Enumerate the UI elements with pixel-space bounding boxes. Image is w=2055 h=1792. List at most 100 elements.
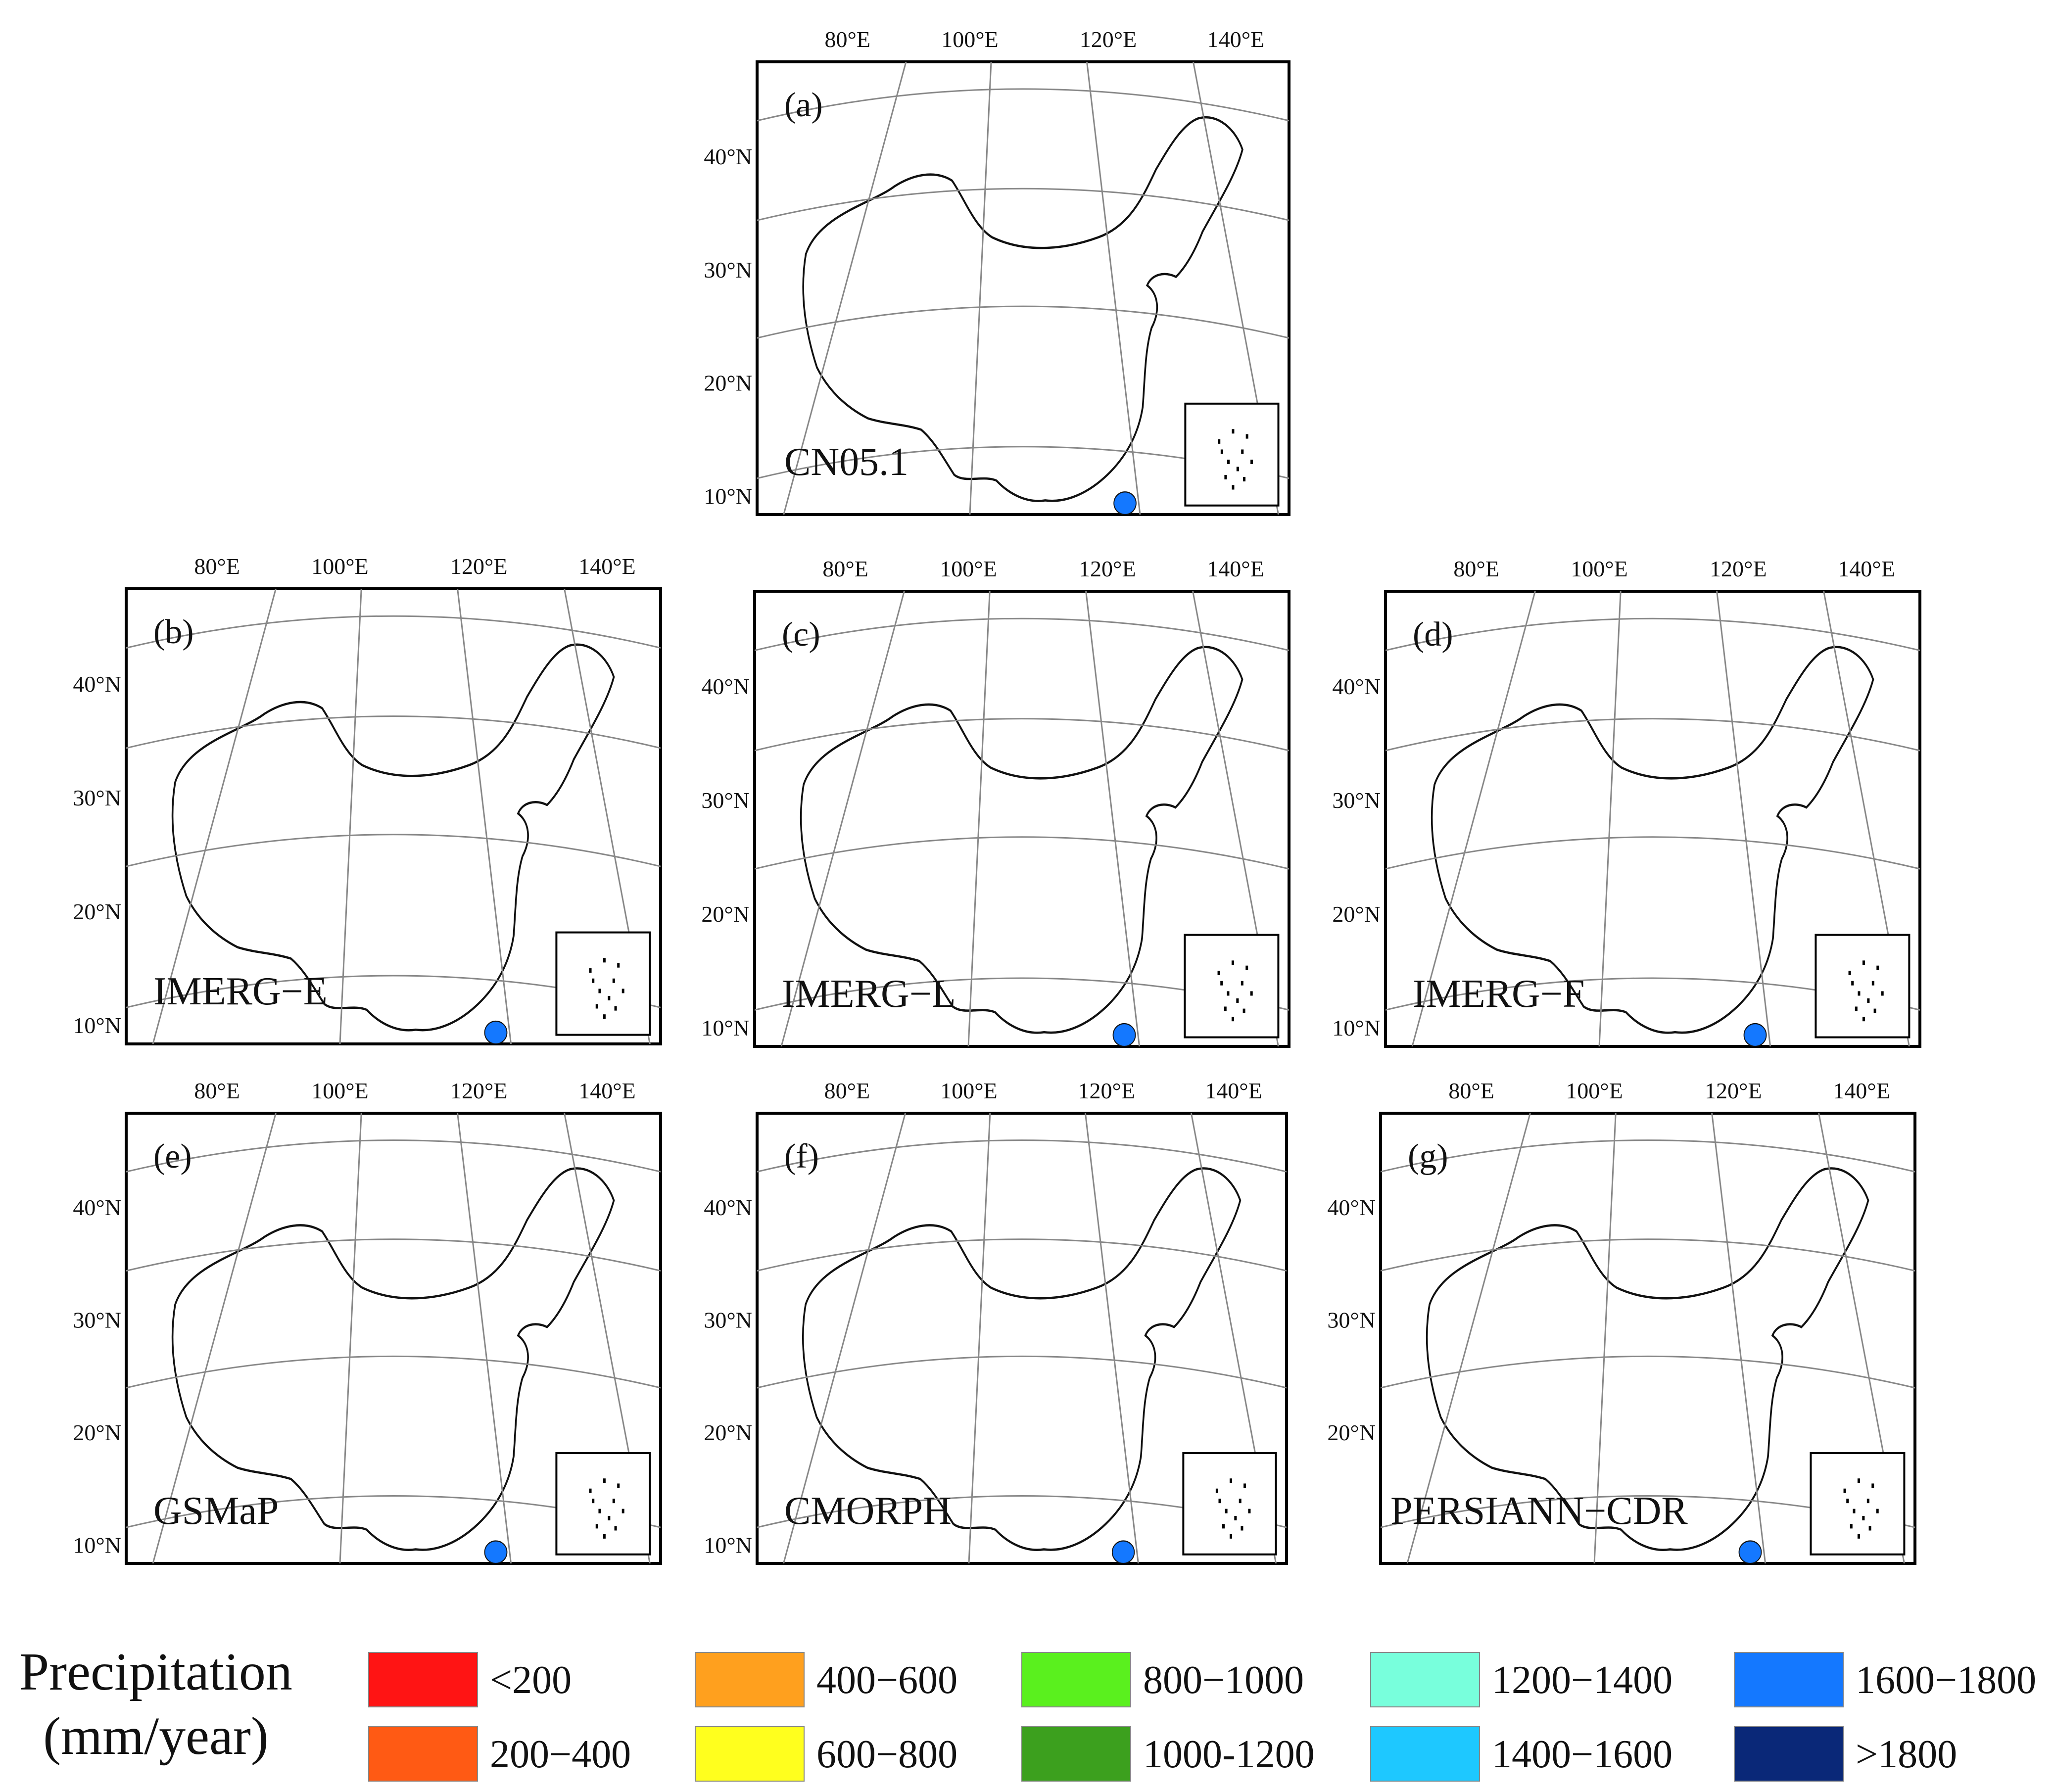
lon-label: 120°E xyxy=(1079,556,1136,581)
panel-label: (a) xyxy=(784,86,823,124)
lat-label: 10°N xyxy=(73,1013,121,1038)
legend-item: 600−800 xyxy=(695,1726,957,1782)
hainan-island xyxy=(484,1020,508,1044)
legend-item: 800−1000 xyxy=(1021,1652,1304,1707)
dataset-label: IMERG−L xyxy=(782,972,956,1016)
lon-label: 120°E xyxy=(1705,1078,1762,1103)
south-china-sea-inset xyxy=(1810,1452,1906,1556)
longitude-labels: 80°E 100°E 120°E 140°E xyxy=(194,554,635,579)
legend-label: 1400−1600 xyxy=(1492,1733,1673,1776)
lon-label: 140°E xyxy=(578,554,636,579)
hainan-island xyxy=(1113,491,1137,515)
legend-label: 1200−1400 xyxy=(1492,1658,1673,1702)
lon-label: 120°E xyxy=(1080,27,1137,52)
panel-f: 80°E 100°E 120°E 140°E 40°N 30°N 20°N 10°N (f) CM… xyxy=(704,1078,1288,1565)
lon-label: 80°E xyxy=(194,1078,240,1103)
hainan-island xyxy=(1738,1540,1762,1563)
lat-label: 20°N xyxy=(704,1420,752,1445)
lon-label: 80°E xyxy=(822,556,868,581)
panel-a: 80°E 100°E 120°E 140°E 40°N 30°N 20°N 10°N (a) CN… xyxy=(704,27,1290,516)
legend-item: 1200−1400 xyxy=(1370,1652,1673,1707)
latitude-labels: 40°N 30°N 20°N xyxy=(1327,1195,1376,1445)
legend-swatch xyxy=(1370,1726,1480,1782)
legend-label: 200−400 xyxy=(490,1733,631,1776)
dataset-label: IMERG−F xyxy=(1413,972,1584,1016)
legend-label: 400−600 xyxy=(816,1658,957,1702)
lat-label: 20°N xyxy=(704,371,752,396)
panel-frame xyxy=(1384,590,1921,1048)
legend-swatch xyxy=(1734,1726,1844,1782)
panel-c: 80°E 100°E 120°E 140°E 40°N 30°N 20°N 10°N (c) IM… xyxy=(701,556,1290,1048)
lat-label: 10°N xyxy=(1332,1015,1381,1040)
graticule xyxy=(757,1113,1287,1563)
lat-label: 20°N xyxy=(1332,901,1381,927)
dataset-label: IMERG−E xyxy=(153,970,328,1013)
lon-label: 140°E xyxy=(1207,27,1265,52)
legend-label: >1800 xyxy=(1856,1733,1957,1776)
legend-label: <200 xyxy=(490,1658,572,1702)
lon-label: 140°E xyxy=(578,1078,636,1103)
lat-label: 10°N xyxy=(704,1533,752,1558)
lat-label: 40°N xyxy=(704,1195,752,1220)
lon-label: 80°E xyxy=(1453,556,1499,581)
legend-swatch xyxy=(695,1652,805,1707)
legend-item: 1600−1800 xyxy=(1734,1652,2036,1707)
legend-label: 600−800 xyxy=(816,1733,957,1776)
latitude-labels: 40°N 30°N 20°N 10°N xyxy=(1332,674,1381,1040)
panel-d: 80°E 100°E 120°E 140°E 40°N 30°N 20°N 10°N (d) IM… xyxy=(1332,556,1921,1048)
lat-label: 30°N xyxy=(73,1308,121,1333)
lat-label: 40°N xyxy=(701,674,750,699)
longitude-labels: 80°E 100°E 120°E 140°E xyxy=(1453,556,1895,581)
latitude-labels: 40°N 30°N 20°N 10°N xyxy=(73,671,121,1038)
lat-label: 10°N xyxy=(73,1533,121,1558)
lat-label: 20°N xyxy=(701,901,750,927)
lon-label: 80°E xyxy=(1448,1078,1494,1103)
panels: 80°E 100°E 120°E 140°E 40°N 30°N 20°N 10°N (a) CN… xyxy=(73,27,1921,1565)
lat-label: 40°N xyxy=(73,671,121,697)
longitude-labels: 80°E 100°E 120°E 140°E xyxy=(194,1078,635,1103)
lat-label: 30°N xyxy=(701,788,750,813)
legend-swatch xyxy=(1734,1652,1844,1707)
panel-label: (e) xyxy=(153,1137,192,1176)
legend-swatch xyxy=(695,1726,805,1782)
panel-frame xyxy=(753,590,1290,1048)
lon-label: 120°E xyxy=(450,554,508,579)
south-china-sea-inset xyxy=(1182,1452,1277,1556)
legend-label: 1600−1800 xyxy=(1856,1658,2036,1702)
lon-label: 100°E xyxy=(1566,1078,1623,1103)
panel-label: (d) xyxy=(1413,615,1453,654)
latitude-labels: 40°N 30°N 20°N 10°N xyxy=(701,674,750,1040)
legend-item: 200−400 xyxy=(368,1726,631,1782)
panel-e: 80°E 100°E 120°E 140°E 40°N 30°N 20°N 10°N (e) GS… xyxy=(73,1078,662,1565)
legend-label: 800−1000 xyxy=(1143,1658,1304,1702)
legend-swatch xyxy=(368,1652,478,1707)
lon-label: 100°E xyxy=(1571,556,1628,581)
panel-label: (f) xyxy=(784,1137,819,1176)
lon-label: 80°E xyxy=(824,1078,870,1103)
legend-label: 1000-1200 xyxy=(1143,1733,1315,1776)
lon-label: 140°E xyxy=(1207,556,1264,581)
lat-label: 30°N xyxy=(1332,788,1381,813)
legend-item: 1400−1600 xyxy=(1370,1726,1673,1782)
longitude-labels: 80°E 100°E 120°E 140°E xyxy=(825,27,1265,52)
longitude-labels: 80°E 100°E 120°E 140°E xyxy=(1448,1078,1890,1103)
hainan-island xyxy=(1111,1540,1135,1563)
lon-label: 140°E xyxy=(1833,1078,1890,1103)
lat-label: 20°N xyxy=(73,899,121,924)
dataset-label: GSMaP xyxy=(153,1489,279,1533)
lat-label: 10°N xyxy=(704,483,752,509)
legend-item: >1800 xyxy=(1734,1726,1957,1782)
panel-label: (b) xyxy=(153,613,194,651)
legend-title-line1: Precipitation xyxy=(19,1643,292,1701)
latitude-labels: 40°N 30°N 20°N 10°N xyxy=(73,1195,121,1558)
dataset-label: CN05.1 xyxy=(784,440,908,484)
lat-label: 40°N xyxy=(1332,674,1381,699)
lon-label: 120°E xyxy=(1078,1078,1135,1103)
lon-label: 120°E xyxy=(1710,556,1767,581)
lat-label: 20°N xyxy=(1327,1420,1376,1445)
latitude-labels: 40°N 30°N 20°N 10°N xyxy=(704,144,752,509)
lon-label: 100°E xyxy=(940,556,997,581)
legend-title-line2: (mm/year) xyxy=(43,1707,269,1766)
legend: Precipitation (mm/year) <200 200−400 400−6… xyxy=(19,1643,2036,1782)
